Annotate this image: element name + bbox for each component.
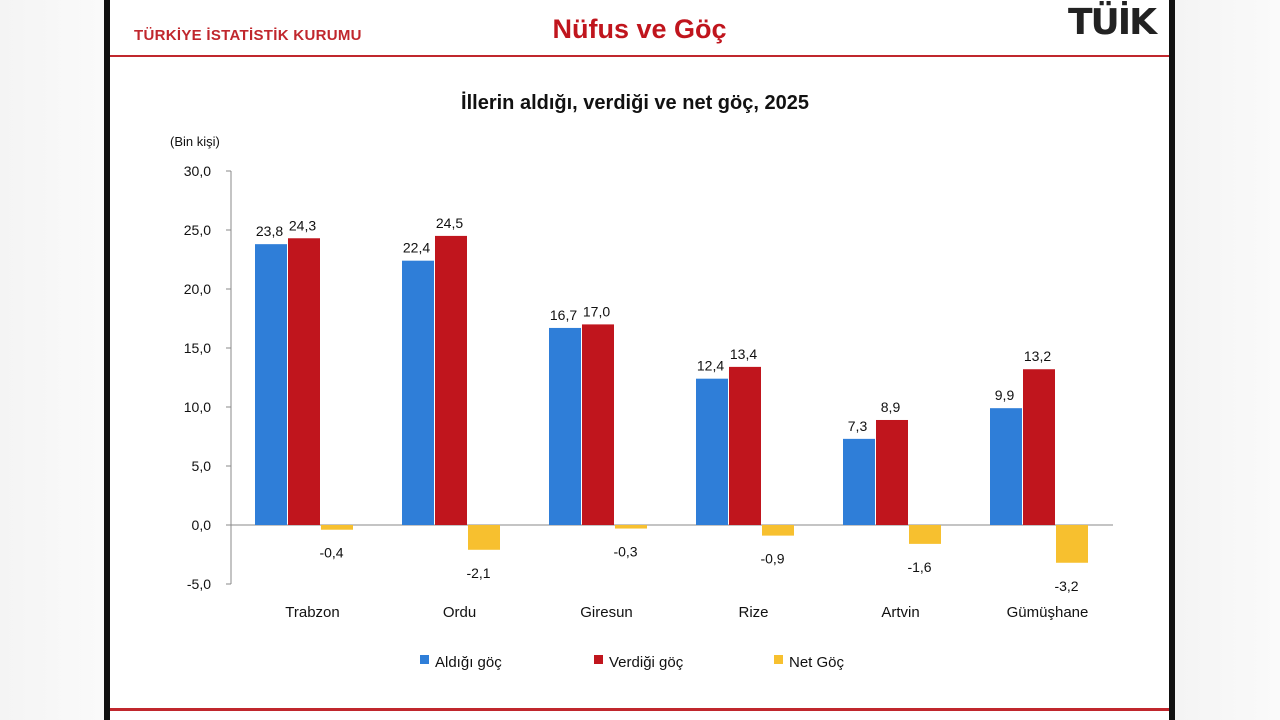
y-axis-unit-label: (Bin kişi) [170, 134, 220, 149]
bar-aldığı-göç [843, 438, 875, 525]
data-label: 23,8 [256, 223, 283, 239]
migration-chart: İllerin aldığı, verdiği ve net göç, 2025… [170, 91, 1113, 671]
legend-label-3: Net Göç [789, 654, 845, 671]
data-label: -1,6 [907, 559, 931, 575]
data-label: 24,3 [289, 217, 316, 233]
y-tick-label: 10,0 [184, 399, 211, 415]
x-category-label: Artvin [881, 604, 919, 621]
data-label: 17,0 [583, 303, 610, 319]
y-tick-label: 25,0 [184, 222, 211, 238]
y-tick-label: 20,0 [184, 281, 211, 297]
data-label: 13,2 [1024, 348, 1051, 364]
x-category-label: Ordu [443, 604, 476, 621]
y-tick-label: -5,0 [187, 576, 211, 592]
legend-swatch-3 [774, 655, 783, 664]
x-category-label: Giresun [580, 604, 633, 621]
slide-title: Nüfus ve Göç [552, 14, 727, 44]
slide-frame-right [1169, 0, 1175, 720]
data-label: 22,4 [403, 240, 430, 256]
bar-verdiği-göç [729, 366, 761, 525]
tuik-logo: TÜİK [1068, 2, 1157, 43]
slide: TÜRKİYE İSTATİSTİK KURUMU Nüfus ve Göç T… [110, 0, 1169, 720]
bar-aldığı-göç [402, 260, 434, 525]
y-tick-label: 5,0 [192, 458, 212, 474]
data-label: 8,9 [881, 399, 901, 415]
chart-title: İllerin aldığı, verdiği ve net göç, 2025 [461, 91, 809, 114]
data-label: -0,4 [319, 545, 343, 561]
bar-net-göç [909, 525, 941, 544]
background-right [1175, 0, 1280, 720]
data-label: -0,3 [613, 544, 637, 560]
data-label: 16,7 [550, 307, 577, 323]
y-tick-label: 30,0 [184, 163, 211, 179]
x-category-label: Rize [738, 604, 768, 621]
bar-aldığı-göç [255, 244, 287, 525]
bar-net-göç [468, 525, 500, 550]
x-category-label: Trabzon [285, 604, 339, 621]
y-tick-label: 15,0 [184, 340, 211, 356]
legend-label-1: Aldığı göç [435, 654, 502, 671]
x-category-label: Gümüşhane [1007, 604, 1089, 621]
slide-frame-left [104, 0, 110, 720]
y-tick-label: 0,0 [192, 517, 212, 533]
bar-aldığı-göç [696, 378, 728, 525]
bar-aldığı-göç [549, 327, 581, 525]
data-label: 13,4 [730, 346, 757, 362]
legend-swatch-1 [420, 655, 429, 664]
bar-net-göç [321, 525, 353, 530]
data-label: 9,9 [995, 387, 1015, 403]
data-label: -2,1 [466, 565, 490, 581]
bar-verdiği-göç [1023, 369, 1055, 525]
organization-name: TÜRKİYE İSTATİSTİK KURUMU [134, 27, 362, 44]
bar-net-göç [615, 525, 647, 529]
bar-aldığı-göç [990, 408, 1022, 525]
bar-verdiği-göç [582, 324, 614, 525]
bar-verdiği-göç [435, 235, 467, 525]
legend-swatch-2 [594, 655, 603, 664]
bar-verdiği-göç [288, 238, 320, 525]
data-label: 24,5 [436, 215, 463, 231]
bar-net-göç [1056, 525, 1088, 563]
background-left [0, 0, 104, 720]
footer-rule [110, 708, 1169, 711]
data-label: -3,2 [1054, 578, 1078, 594]
data-label: 7,3 [848, 418, 868, 434]
bar-verdiği-göç [876, 419, 908, 525]
header-rule [110, 55, 1169, 57]
legend-label-2: Verdiği göç [609, 654, 684, 671]
data-label: -0,9 [760, 551, 784, 567]
bar-net-göç [762, 525, 794, 536]
data-label: 12,4 [697, 358, 724, 374]
